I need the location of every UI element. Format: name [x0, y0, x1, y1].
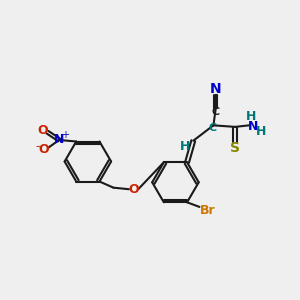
Text: N: N — [248, 120, 258, 134]
Text: O: O — [38, 143, 49, 156]
Text: +: + — [61, 130, 69, 140]
Text: O: O — [38, 124, 48, 137]
Text: -: - — [35, 140, 40, 153]
Text: N: N — [54, 134, 64, 146]
Text: H: H — [256, 125, 267, 138]
Text: H: H — [245, 110, 256, 123]
Text: N: N — [210, 82, 222, 96]
Text: O: O — [128, 183, 139, 196]
Text: Br: Br — [200, 203, 216, 217]
Text: S: S — [230, 141, 240, 155]
Text: C: C — [212, 107, 220, 117]
Text: C: C — [208, 123, 217, 133]
Text: H: H — [180, 140, 191, 153]
